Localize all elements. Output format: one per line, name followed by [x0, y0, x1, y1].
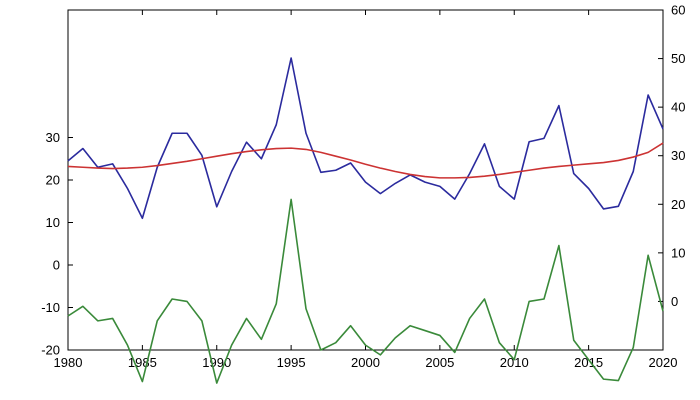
series-line-green	[67, 198, 664, 384]
right-y-tick-label: 20	[671, 197, 685, 212]
x-tick-label: 2010	[500, 355, 529, 370]
right-y-tick-label: 30	[671, 148, 685, 163]
x-tick-label: 1995	[277, 355, 306, 370]
x-tick-label: 2015	[574, 355, 603, 370]
series-line-red	[67, 142, 664, 179]
x-tick-label: 1980	[54, 355, 83, 370]
right-y-tick-label: 0	[671, 294, 678, 309]
left-y-tick-label: 0	[53, 258, 60, 273]
left-y-tick-label: -20	[41, 343, 60, 358]
series-layer	[67, 57, 664, 384]
left-y-tick-label: 20	[46, 173, 60, 188]
right-y-tick-label: 40	[671, 100, 685, 115]
ticks-layer: 1980 1985 1990 1995 2000 2005 2010 2015 2020-20-…	[41, 3, 685, 371]
plot-frame	[67, 9, 664, 351]
x-tick-label: 2005	[425, 355, 454, 370]
x-tick-label: 1985	[128, 355, 157, 370]
left-y-tick-label: 10	[46, 215, 60, 230]
right-y-tick-label: 10	[671, 245, 685, 260]
x-tick-label: 2020	[649, 355, 678, 370]
left-y-tick-label: -10	[41, 300, 60, 315]
right-y-tick-label: 60	[671, 3, 685, 18]
left-y-tick-label: 30	[46, 130, 60, 145]
x-tick-label: 2000	[351, 355, 380, 370]
right-y-tick-label: 50	[671, 51, 685, 66]
series-line-blue	[67, 57, 664, 220]
